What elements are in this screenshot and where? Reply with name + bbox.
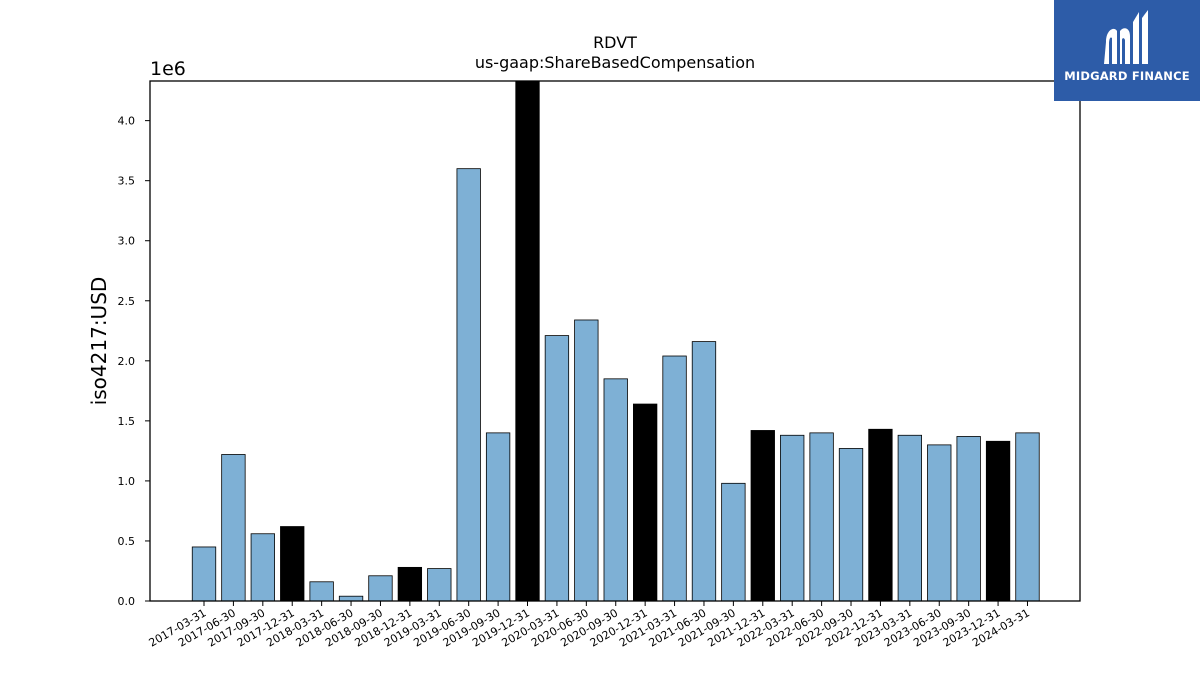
bar-2023-06-30: [927, 444, 952, 602]
y-tick-label: 2.5: [118, 295, 136, 308]
y-tick-label: 2.0: [118, 355, 136, 368]
midgard-logo-icon: [1104, 10, 1148, 64]
bar-2017-09-30: [250, 533, 275, 602]
bar-2018-09-30: [368, 575, 393, 602]
x-axis-ticks: 2017-03-312017-06-302017-09-302017-12-31…: [147, 601, 1032, 650]
y-tick-label: 0.5: [118, 535, 136, 548]
bar-2022-09-30: [838, 448, 864, 602]
bar-2024-03-31: [1015, 432, 1040, 602]
chart-title: RDVT: [593, 33, 637, 52]
bars-group: [191, 80, 1040, 602]
bar-2020-03-31: [544, 335, 570, 602]
bar-2019-09-30: [485, 432, 511, 602]
y-tick-label: 1.0: [118, 475, 136, 488]
bar-2021-06-30: [691, 341, 717, 602]
y-axis-ticks: 0.0 0.5 1.0 1.5 2.0 2.5 3.0 3.5 4.0: [118, 115, 150, 608]
bar-2020-06-30: [574, 319, 599, 602]
bar-2022-03-31: [780, 434, 805, 602]
bar-2021-12-31: [750, 430, 775, 602]
plot-frame: [149, 80, 1081, 602]
bar-2021-09-30: [721, 482, 746, 602]
bar-2022-06-30: [809, 432, 834, 602]
bar-2021-03-31: [662, 355, 687, 602]
bar-2019-03-31: [427, 568, 452, 602]
y-tick-label: 1.5: [118, 415, 136, 428]
bar-2023-03-31: [897, 434, 922, 602]
midgard-finance-logo: MIDGARD FINANCE: [1054, 0, 1200, 101]
bar-2017-03-31: [191, 546, 217, 602]
bar-2018-06-30: [338, 595, 364, 602]
y-tick-label: 3.5: [118, 175, 136, 188]
bar-2018-03-31: [309, 581, 334, 602]
chart-subtitle: us-gaap:ShareBasedCompensation: [475, 53, 755, 72]
bar-2017-06-30: [221, 454, 246, 602]
bar-2017-12-31: [280, 526, 305, 602]
bar-2018-12-31: [397, 566, 423, 602]
bar-2020-09-30: [603, 378, 628, 602]
y-axis-label: iso4217:USD: [87, 277, 111, 406]
y-tick-label: 0.0: [118, 595, 136, 608]
bar-2019-06-30: [456, 168, 481, 602]
bar-2023-12-31: [985, 440, 1011, 602]
logo-text: MIDGARD FINANCE: [1064, 69, 1190, 83]
bar-2020-12-31: [633, 403, 658, 602]
bar-2022-12-31: [868, 428, 893, 602]
y-tick-label: 3.0: [118, 235, 136, 248]
bar-2019-12-31: [515, 80, 540, 602]
y-scale-label: 1e6: [150, 58, 186, 80]
bar-2023-09-30: [956, 436, 981, 602]
y-tick-label: 4.0: [118, 115, 136, 128]
